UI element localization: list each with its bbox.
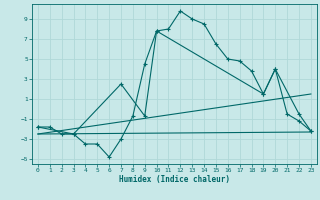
- X-axis label: Humidex (Indice chaleur): Humidex (Indice chaleur): [119, 175, 230, 184]
